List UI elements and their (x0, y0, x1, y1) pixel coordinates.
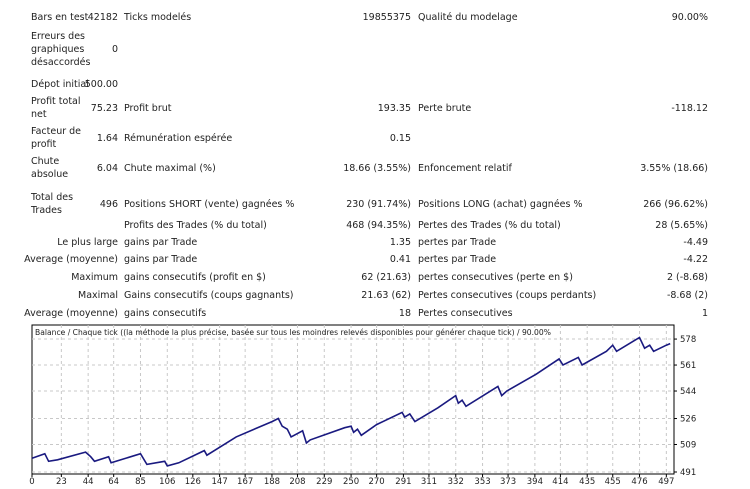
x-tick-label: 455 (605, 477, 621, 487)
plot-frame (31, 324, 675, 475)
metric-value: 468 (94.35%) (346, 220, 411, 231)
metric-label: pertes consecutives (perte en $) (418, 272, 573, 283)
metric-value: Maximum (71, 272, 118, 283)
metric-value: 500.00 (84, 79, 118, 90)
y-tick-label: 561 (680, 361, 696, 371)
metric-value: 496 (99, 199, 118, 210)
metric-label: pertes par Trade (418, 237, 497, 248)
metric-value: 0.41 (389, 254, 411, 265)
x-tick-label: 497 (658, 477, 674, 487)
metric-label: Facteur de profit (31, 126, 82, 150)
metric-value: Average (moyenne) (24, 308, 118, 319)
x-tick-label: 188 (264, 477, 280, 487)
metric-label: Positions LONG (achat) gagnées % (418, 199, 583, 210)
x-tick-label: 44 (83, 477, 94, 487)
metric-label: Positions SHORT (vente) gagnées % (124, 199, 295, 210)
y-tick-label: 526 (680, 415, 696, 425)
metric-value: -118.12 (671, 103, 708, 114)
x-tick-label: 373 (500, 477, 516, 487)
metric-label: Pertes consecutives (418, 308, 513, 319)
metric-label: Bars en test (31, 12, 89, 23)
y-tick-label: 491 (680, 468, 696, 478)
x-tick-label: 332 (448, 477, 464, 487)
y-tick-label: 578 (680, 335, 696, 345)
metric-label: Profit total net (31, 96, 81, 120)
x-tick-label: 167 (237, 477, 253, 487)
metric-label: gains consecutifs (profit en $) (124, 272, 266, 283)
x-tick-label: 353 (474, 477, 490, 487)
x-tick-label: 311 (421, 477, 437, 487)
metric-value: 266 (96.62%) (643, 199, 708, 210)
metric-value: 0 (111, 44, 118, 55)
metric-label: Chute absolue (31, 156, 69, 180)
x-tick-label: 0 (29, 477, 34, 487)
metric-value: 6.04 (96, 163, 118, 174)
x-tick-label: 270 (368, 477, 384, 487)
metric-value: Le plus large (57, 237, 118, 248)
metric-value: 1.64 (96, 133, 118, 144)
metric-value: -8.68 (2) (666, 290, 708, 301)
metric-value: 21.63 (62) (361, 290, 411, 301)
metric-label: Profit brut (124, 103, 172, 114)
metric-value: 62 (21.63) (361, 272, 411, 283)
metric-label: Enfoncement relatif (418, 163, 512, 174)
metric-value: 193.35 (377, 103, 411, 114)
y-tick-label: 509 (680, 441, 696, 451)
metric-label: Erreurs des graphiques désaccordés (31, 31, 91, 68)
metric-value: 90.00% (671, 12, 708, 23)
x-tick-label: 23 (56, 477, 67, 487)
metric-label: Gains consecutifs (coups gagnants) (124, 290, 294, 301)
metric-value: -4.49 (683, 237, 708, 248)
metric-label: pertes par Trade (418, 254, 497, 265)
metric-value: 0.15 (389, 133, 411, 144)
metric-value: 1 (701, 308, 708, 319)
x-tick-label: 414 (552, 477, 568, 487)
balance-line (31, 336, 671, 467)
x-tick-label: 394 (527, 477, 543, 487)
metric-label: Pertes consecutives (coups perdants) (418, 290, 597, 301)
metric-label: gains par Trade (124, 254, 198, 265)
metric-value: 75.23 (90, 103, 118, 114)
chart-title: Balance / Chaque tick ((la méthode la pl… (35, 328, 551, 337)
metric-label: Ticks modelés (124, 12, 192, 23)
metric-label: gains consecutifs (124, 308, 207, 319)
x-tick-label: 64 (108, 477, 119, 487)
metric-value: 28 (5.65%) (655, 220, 708, 231)
metric-value: 18.66 (3.55%) (343, 163, 411, 174)
x-tick-label: 106 (159, 477, 175, 487)
metric-label: Rémunération espérée (124, 133, 233, 144)
metric-label: Dépot initial (31, 79, 89, 90)
metric-value: 3.55% (18.66) (640, 163, 708, 174)
metric-label: Chute maximal (%) (124, 163, 216, 174)
metric-label: Profits des Trades (% du total) (124, 220, 267, 231)
metric-value: 42182 (87, 12, 118, 23)
x-tick-label: 85 (135, 477, 146, 487)
metric-value: -4.22 (683, 254, 708, 265)
metric-label: Pertes des Trades (% du total) (418, 220, 561, 231)
y-tick-label: 544 (680, 387, 696, 397)
metric-label: Total des Trades (31, 192, 74, 216)
metric-value: 19855375 (362, 12, 411, 23)
x-tick-label: 229 (316, 477, 332, 487)
x-tick-label: 250 (343, 477, 359, 487)
x-tick-label: 435 (579, 477, 595, 487)
metric-value: 230 (91.74%) (346, 199, 411, 210)
metric-value: Average (moyenne) (24, 254, 118, 265)
x-tick-label: 147 (212, 477, 228, 487)
metric-value: 18 (398, 308, 411, 319)
metric-label: Perte brute (418, 103, 472, 114)
metric-value: 1.35 (389, 237, 411, 248)
metric-label: gains par Trade (124, 237, 198, 248)
metric-label: Qualité du modelage (418, 12, 518, 23)
metric-value: Maximal (78, 290, 118, 301)
x-tick-label: 126 (185, 477, 201, 487)
x-tick-label: 208 (289, 477, 305, 487)
x-tick-label: 291 (395, 477, 411, 487)
metric-value: 2 (-8.68) (666, 272, 708, 283)
x-tick-label: 476 (631, 477, 647, 487)
